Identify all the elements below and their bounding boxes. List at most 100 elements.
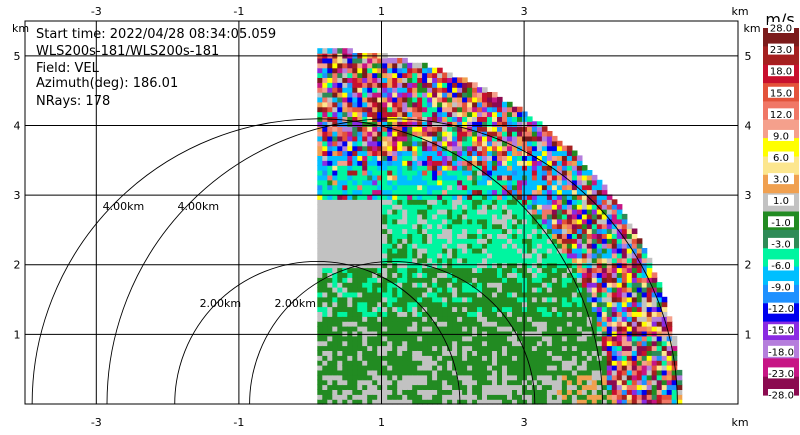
velocity-cell [621,374,628,381]
velocity-cell [492,335,498,342]
velocity-cell [487,277,493,283]
velocity-cell [527,228,533,234]
velocity-cell [382,82,388,88]
velocity-cell [417,116,423,122]
velocity-cell [502,131,508,137]
velocity-cell [586,262,593,269]
velocity-cell [437,228,443,234]
velocity-cell [551,287,558,293]
velocity-cell [352,174,358,181]
velocity-cell [646,389,653,395]
velocity-cell [357,384,363,390]
velocity-cell [601,360,608,366]
velocity-cell [322,394,328,400]
velocity-cell [527,179,533,186]
velocity-cell [367,394,373,400]
velocity-cell [527,399,533,405]
velocity-cell [377,213,383,220]
velocity-cell [327,62,333,69]
velocity-cell [452,77,458,83]
velocity-cell [427,77,433,83]
velocity-cell [487,282,493,288]
velocity-cell [536,184,543,191]
velocity-cell [541,282,548,288]
velocity-cell [317,199,323,205]
velocity-cell [327,252,333,259]
velocity-cell [591,326,598,332]
velocity-cell [651,360,658,366]
velocity-cell [596,272,603,278]
velocity-cell [347,96,353,103]
velocity-cell [576,311,583,317]
velocity-cell [437,311,443,317]
velocity-cell [317,184,323,191]
velocity-cell [512,179,518,186]
velocity-cell [536,365,543,371]
velocity-cell [347,213,353,220]
velocity-cell [442,87,448,93]
velocity-cell [372,174,378,181]
velocity-cell [337,252,343,259]
velocity-cell [382,301,388,308]
velocity-cell [536,170,543,176]
velocity-cell [551,170,558,176]
velocity-cell [332,140,338,147]
velocity-cell [387,111,393,117]
velocity-cell [601,326,608,332]
velocity-cell [477,189,483,195]
velocity-cell [412,379,418,386]
velocity-cell [322,77,328,83]
velocity-cell [417,77,423,83]
velocity-cell [531,267,538,273]
velocity-cell [641,399,648,405]
velocity-cell [382,326,388,332]
velocity-cell [372,374,378,381]
velocity-cell [352,287,358,293]
velocity-cell [527,213,533,220]
velocity-cell [422,257,428,264]
velocity-cell [322,223,328,230]
velocity-cell [561,355,568,361]
velocity-cell [641,316,648,322]
velocity-cell [442,233,448,239]
velocity-cell [342,209,348,215]
velocity-cell [591,340,598,347]
velocity-cell [412,174,418,181]
velocity-cell [631,326,638,332]
velocity-cell [626,350,633,356]
velocity-cell [527,330,533,337]
velocity-cell [382,67,388,74]
velocity-cell [512,296,518,303]
velocity-cell [646,282,653,288]
velocity-cell [507,335,513,342]
velocity-cell [487,394,493,400]
velocity-cell [342,82,348,88]
velocity-cell [357,57,363,64]
velocity-cell [541,209,548,215]
velocity-cell [576,257,583,264]
velocity-cell [626,369,633,376]
velocity-cell [571,384,578,390]
velocity-cell [362,174,368,181]
velocity-cell [636,257,643,264]
velocity-cell [482,126,488,132]
velocity-cell [561,360,568,366]
velocity-cell [442,116,448,122]
velocity-cell [407,160,413,166]
velocity-cell [357,369,363,376]
velocity-cell [541,272,548,278]
velocity-cell [382,160,388,166]
velocity-cell [342,57,348,64]
velocity-cell [472,267,478,273]
velocity-cell [417,384,423,390]
velocity-cell [427,213,433,220]
velocity-cell [447,248,453,254]
velocity-cell [661,384,668,390]
velocity-cell [472,394,478,400]
velocity-cell [666,330,673,337]
velocity-cell [332,77,338,83]
velocity-cell [636,389,643,395]
velocity-cell [641,291,648,298]
velocity-cell [362,140,368,147]
velocity-cell [342,326,348,332]
